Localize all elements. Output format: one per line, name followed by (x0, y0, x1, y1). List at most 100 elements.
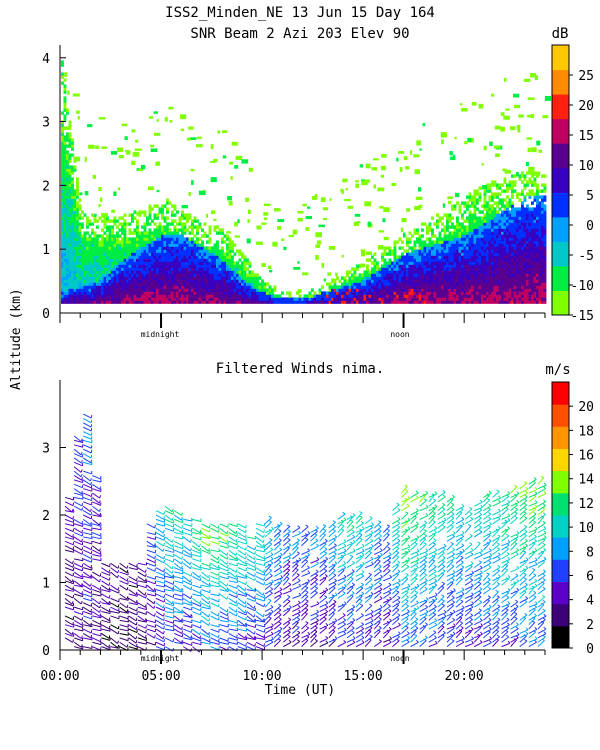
snr-cell (419, 148, 422, 151)
snr-cell (206, 234, 209, 238)
snr-cell (63, 174, 67, 178)
snr-cell (506, 255, 509, 259)
wind-barb (64, 615, 74, 621)
snr-cell (233, 261, 237, 265)
snr-cell (506, 294, 509, 298)
snr-cell (243, 297, 247, 301)
snr-cell (448, 240, 452, 244)
snr-cell (496, 282, 499, 286)
snr-cell (68, 207, 72, 211)
snr-cell (101, 246, 104, 250)
snr-cell (251, 270, 254, 274)
snr-cell (476, 267, 479, 271)
snr-cell (78, 279, 82, 283)
snr-cell (461, 267, 464, 271)
snr-cell (63, 279, 67, 283)
snr-cell (438, 240, 442, 244)
snr-cell (243, 288, 247, 292)
snr-cell (365, 163, 371, 169)
snr-cell (138, 252, 142, 256)
snr-cell (441, 294, 444, 298)
snr-cell (196, 237, 199, 241)
snr-cell (331, 294, 334, 298)
snr-cell (498, 219, 502, 223)
snr-cell (183, 282, 187, 286)
wind-barb (64, 523, 74, 527)
snr-cell (448, 300, 452, 304)
snr-cell (73, 288, 77, 292)
snr-cell (518, 234, 522, 238)
snr-cell (478, 192, 482, 196)
snr-cell (221, 294, 224, 298)
snr-cell (398, 267, 402, 271)
snr-cell (216, 273, 219, 277)
snr-cell (458, 300, 462, 304)
snr-cell (143, 252, 147, 256)
snr-cell (143, 273, 147, 277)
snr-cell (173, 204, 177, 208)
snr-cell (93, 273, 97, 277)
snr-cell (196, 240, 199, 244)
snr-cell (88, 219, 92, 223)
snr-cell (403, 258, 407, 262)
snr-cell (66, 243, 69, 247)
snr-cell (148, 222, 152, 226)
snr-cell (446, 234, 449, 238)
snr-cell (128, 222, 132, 226)
snr-cell (81, 264, 84, 268)
snr-cell (503, 77, 507, 82)
snr-cell (213, 252, 217, 256)
snr-cell (393, 240, 397, 244)
snr-cell (191, 300, 194, 304)
snr-cell (526, 249, 529, 253)
snr-cell (76, 273, 79, 277)
snr-cell (263, 203, 271, 207)
snr-cell (141, 258, 144, 262)
snr-cell (236, 285, 239, 289)
snr-cell (166, 231, 169, 235)
snr-cell (416, 279, 419, 283)
snr-cell (399, 167, 403, 173)
snr-cell (206, 282, 209, 286)
snr-cell (448, 225, 452, 229)
snr-cell (338, 294, 342, 298)
snr-cell (411, 273, 414, 277)
wind-barb (74, 492, 83, 496)
snr-cell (247, 209, 251, 214)
snr-cell (431, 279, 434, 283)
snr-cell (496, 204, 499, 208)
snr-cell (158, 270, 162, 274)
snr-cell (71, 198, 74, 202)
snr-cell (436, 219, 439, 223)
figure-title: ISS2_Minden_NE 13 Jun 15 Day 164 (165, 5, 435, 21)
snr-cell (328, 282, 332, 286)
snr-cell (326, 291, 329, 295)
snr-cell (66, 150, 69, 154)
snr-cell (156, 237, 159, 241)
snr-cell (108, 219, 112, 223)
snr-cell (221, 240, 224, 244)
snr-cell (536, 249, 539, 253)
snr-cell (523, 78, 531, 82)
snr-cell (451, 264, 454, 268)
snr-cell (173, 255, 177, 259)
snr-cell (453, 246, 457, 250)
snr-cell (183, 255, 187, 259)
snr-cell (536, 213, 539, 217)
snr-cell (236, 300, 239, 304)
snr-cell (96, 237, 99, 241)
snr-cell (518, 258, 522, 262)
snr-cell (518, 177, 522, 181)
snr-cell (153, 258, 157, 262)
snr-cell (348, 282, 352, 286)
snr-cell (471, 255, 474, 259)
snr-cell (493, 252, 497, 256)
snr-cell (388, 258, 392, 262)
snr-cell (121, 246, 124, 250)
snr-cell (481, 204, 484, 208)
snr-cell (348, 285, 352, 289)
snr-cell (438, 294, 442, 298)
snr-cell (91, 273, 94, 277)
wind-barb (73, 580, 82, 587)
snr-cell (423, 222, 427, 226)
